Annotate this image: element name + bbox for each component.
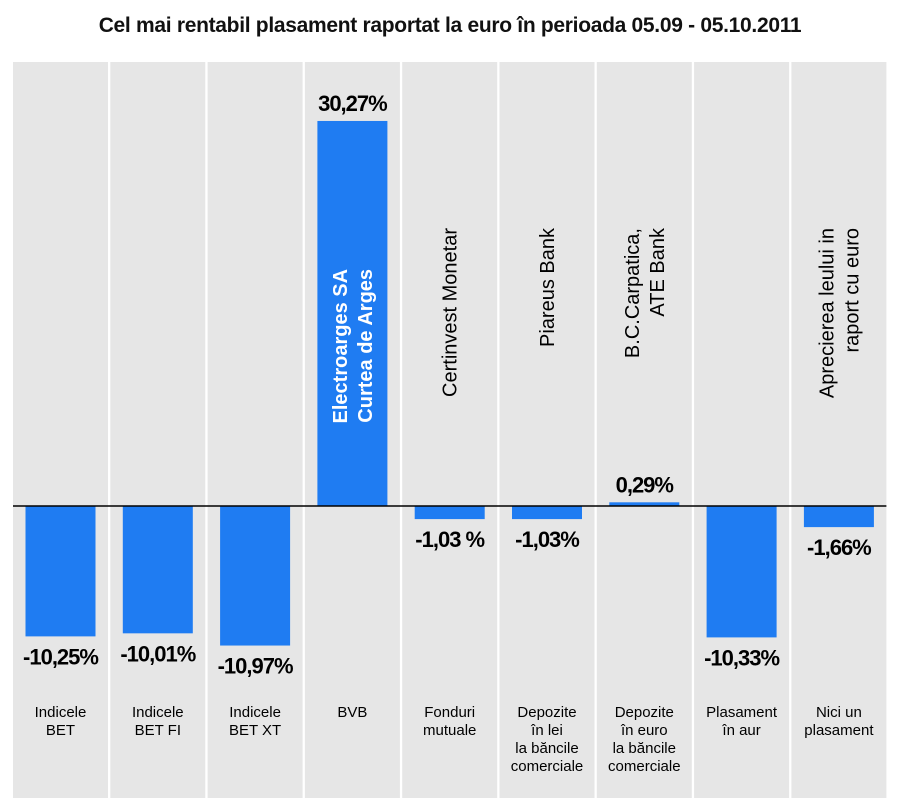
value-label-6: -1,03%	[515, 527, 579, 552]
bar-4	[317, 120, 388, 506]
sub-label-4: Electroarges SA Curtea de Arges	[330, 269, 377, 424]
sub-label-line: raport cu euro	[841, 228, 863, 353]
bar-3	[220, 506, 291, 646]
column-background-1	[13, 62, 108, 798]
category-label-7: la băncile	[613, 740, 676, 757]
column-background-5	[402, 62, 498, 798]
value-label-3: -10,97%	[218, 654, 293, 679]
sub-label-line: Curtea de Arges	[355, 269, 377, 423]
column-background-3	[207, 62, 303, 798]
value-label-2: -10,01%	[120, 641, 195, 666]
category-label-7: în euro	[620, 722, 668, 739]
category-label-2: BET FI	[135, 722, 181, 739]
category-label-9: Nici un	[816, 704, 862, 721]
sub-label-7: B.C.Carpatica, ATE Bank	[622, 227, 669, 358]
category-label-1: Indicele	[35, 704, 87, 721]
bar-2	[122, 506, 193, 634]
category-label-5: Fonduri	[424, 704, 475, 721]
category-label-3: Indicele	[229, 704, 281, 721]
category-label-8: Plasament	[706, 704, 778, 721]
category-label-6: la băncile	[515, 740, 578, 757]
value-label-1: -10,25%	[23, 644, 98, 669]
bar-1	[25, 506, 96, 637]
bar-9	[803, 506, 874, 528]
category-label-3: BET XT	[229, 722, 281, 739]
sub-label-line: Piareus Bank	[537, 227, 559, 347]
sub-label-line: ATE Bank	[647, 227, 669, 317]
sub-label-line: Aprecierea leului in	[816, 228, 838, 398]
sub-label-line: Certinvest Monetar	[440, 228, 462, 397]
category-label-7: comerciale	[608, 758, 681, 775]
value-label-8: -10,33%	[704, 645, 779, 670]
value-label-9: -1,66%	[807, 535, 871, 560]
bar-8	[706, 506, 777, 638]
category-label-5: mutuale	[423, 722, 476, 739]
bar-6	[512, 506, 582, 520]
category-label-6: Depozite	[517, 704, 576, 721]
sub-label-line: Electroarges SA	[330, 269, 352, 424]
column-background-9	[791, 62, 887, 798]
bar-7	[609, 502, 680, 506]
sub-label-9: Aprecierea leului in raport cu euro	[816, 228, 863, 398]
category-label-6: comerciale	[511, 758, 584, 775]
category-label-8: în aur	[721, 722, 760, 739]
sub-label-line: B.C.Carpatica,	[622, 228, 644, 358]
sub-label-6: Piareus Bank	[537, 227, 559, 347]
chart-title: Cel mai rentabil plasament raportat la e…	[98, 14, 802, 37]
value-label-7: 0,29%	[616, 472, 674, 497]
category-label-4: BVB	[337, 704, 367, 721]
column-background-6	[499, 62, 595, 798]
category-label-9: plasament	[804, 722, 874, 739]
value-label-5: -1,03 %	[415, 527, 484, 552]
column-background-7	[596, 62, 692, 798]
category-label-7: Depozite	[615, 704, 674, 721]
value-label-4: 30,27%	[318, 91, 387, 116]
category-label-1: BET	[46, 722, 75, 739]
bar-5	[414, 506, 485, 520]
column-background-2	[110, 62, 206, 798]
column-background-8	[694, 62, 790, 798]
category-label-6: în lei	[530, 722, 563, 739]
sub-label-5: Certinvest Monetar	[440, 228, 462, 397]
category-label-2: Indicele	[132, 704, 184, 721]
